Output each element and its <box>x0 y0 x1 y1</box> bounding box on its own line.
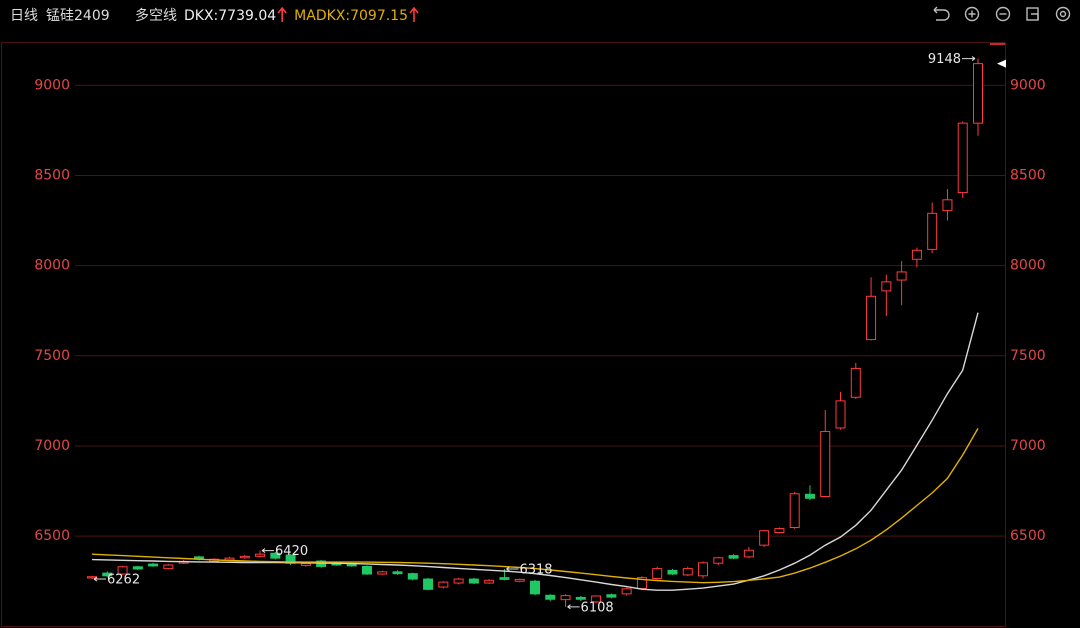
candle-body <box>804 493 815 499</box>
plot-frame <box>1 42 1006 627</box>
candle-body <box>300 563 311 566</box>
annotation: 6108 <box>581 600 614 615</box>
annotation: 6318 <box>519 562 552 577</box>
candle-body <box>667 569 678 575</box>
legend-entry: DKX:7739.04 <box>184 8 276 24</box>
annotation-arrow <box>93 576 106 582</box>
candle-body <box>896 271 907 281</box>
indicator-name: 多空线 <box>135 7 177 24</box>
legend-entry: MADKX:7097.15 <box>294 8 408 24</box>
settings-icon[interactable] <box>1055 6 1071 22</box>
candle-body <box>545 594 556 600</box>
candle-body <box>453 578 464 584</box>
candle-body <box>606 594 617 598</box>
indicator-line <box>91 428 979 584</box>
candle-body <box>148 563 159 567</box>
candle-body <box>957 122 968 194</box>
y-tick-label: 7500 <box>34 348 70 364</box>
zoom-out-icon[interactable] <box>995 6 1011 22</box>
candle-body <box>636 577 647 589</box>
y-tick-label-right: 7500 <box>1010 348 1046 364</box>
period: 日线 <box>10 8 38 24</box>
y-tick-label: 7000 <box>34 438 70 454</box>
candle-body <box>530 580 540 595</box>
candle-body <box>743 549 754 558</box>
legend: DKX:7739.04 MADKX:7097.15 <box>184 6 419 24</box>
zoom-in-icon[interactable] <box>964 6 980 22</box>
candle-body <box>239 555 250 559</box>
y-tick-label-right: 7000 <box>1010 438 1046 454</box>
candle-body <box>759 530 770 546</box>
candle-body <box>713 557 724 564</box>
legend-arrow <box>277 6 287 22</box>
candle-body <box>973 63 983 124</box>
candle-body <box>102 572 113 577</box>
candle-body <box>591 595 602 603</box>
candle-body <box>560 595 571 601</box>
annotation: 9148 <box>928 52 961 67</box>
y-tick-label-right: 8000 <box>1010 258 1046 274</box>
candle-body <box>850 367 861 398</box>
y-tick-label-right: 6500 <box>1010 528 1046 544</box>
candle-body <box>514 578 525 582</box>
candle-body <box>820 431 831 497</box>
candle-body <box>438 581 449 588</box>
symbol: 锰硅2409 <box>46 8 110 24</box>
candle-body <box>255 553 266 557</box>
annotation: 6420 <box>275 544 308 559</box>
y-tick-label-right: 8500 <box>1010 167 1046 183</box>
candle-body <box>163 564 174 570</box>
candle-body <box>575 596 586 600</box>
candle-body <box>789 493 800 528</box>
toolbar <box>933 6 1071 22</box>
annotation-arrow <box>962 56 976 62</box>
candle-body <box>927 212 938 250</box>
candle-body <box>621 588 632 595</box>
candle-body <box>835 400 846 429</box>
annotation: 6262 <box>107 573 140 588</box>
candle-body <box>774 528 785 534</box>
annotation-arrow <box>261 548 275 553</box>
undo-icon[interactable] <box>933 6 950 21</box>
candle-body <box>361 565 372 575</box>
candle-body <box>224 557 235 561</box>
y-tick-label-right: 9000 <box>1010 77 1046 93</box>
y-tick-label: 8500 <box>34 167 70 183</box>
candle-body <box>468 578 479 584</box>
legend-arrow <box>409 6 419 22</box>
candle-body <box>866 295 877 341</box>
candle-body <box>911 249 922 260</box>
candle-body <box>117 566 128 575</box>
annotation-arrow <box>506 566 519 572</box>
candle-body <box>881 281 892 292</box>
candle-body <box>407 573 418 580</box>
annotation-arrow <box>567 604 580 610</box>
candle-body <box>698 562 709 577</box>
candle-body <box>499 577 510 580</box>
y-tick-label: 9000 <box>34 77 70 93</box>
candle-body <box>942 199 953 212</box>
indicator-line <box>91 312 979 591</box>
candle-body <box>392 571 403 575</box>
y-tick-label: 8000 <box>34 258 70 274</box>
y-tick-label: 6500 <box>34 528 70 544</box>
candle-body <box>132 566 143 570</box>
candle-body <box>652 568 663 580</box>
candle-body <box>682 568 693 576</box>
last-price-marker <box>997 59 1006 68</box>
candle-body <box>377 571 388 575</box>
candle-body <box>270 552 281 559</box>
candle-body <box>423 578 434 590</box>
candle-body <box>484 579 495 584</box>
candle-body <box>728 555 739 559</box>
